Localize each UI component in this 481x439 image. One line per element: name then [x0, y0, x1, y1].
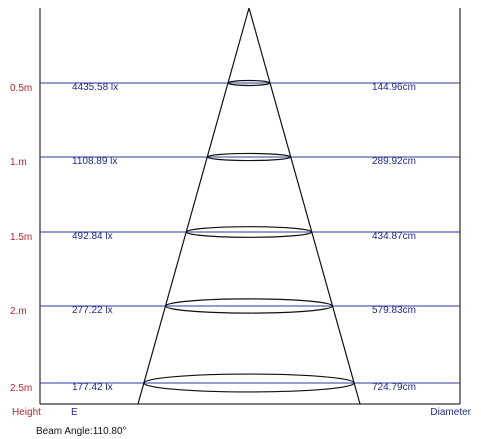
- illuminance-label: 1108.89 lx: [72, 156, 117, 167]
- height-label: 0.5m: [10, 83, 32, 94]
- illuminance-label: 4435.58 lx: [72, 82, 118, 93]
- footer-e-label: E: [71, 407, 78, 418]
- beam-ellipse: [227, 79, 271, 87]
- beam-ellipse: [185, 226, 313, 238]
- cone-layer: [137, 7, 361, 405]
- beam-angle-label: Beam Angle:110.80°: [36, 426, 127, 437]
- illuminance-label: 177.42 lx: [72, 382, 113, 393]
- height-label: 1.5m: [10, 232, 32, 243]
- cone-right-edge: [248, 7, 361, 405]
- labels-layer: 0.5m 4435.58 lx 144.96cm 1.m 1108.89 lx 289.9…: [10, 82, 416, 394]
- footer-height-label: Height: [12, 407, 41, 418]
- frame-layer: [39, 8, 461, 405]
- illuminance-label: 277.22 lx: [72, 305, 113, 316]
- diameter-label: 579.83cm: [372, 305, 416, 316]
- beam-ellipse: [164, 298, 334, 314]
- height-label: 2.5m: [10, 383, 32, 394]
- footer-diameter-label: Diameter: [430, 407, 471, 418]
- beam-ellipse: [206, 152, 292, 162]
- cone-left-edge: [137, 7, 250, 405]
- grid-layer: [40, 82, 460, 384]
- height-label: 1.m: [10, 157, 27, 168]
- footer-layer: Height E Diameter Beam Angle:110.80°: [12, 407, 472, 437]
- diameter-label: 144.96cm: [372, 82, 416, 93]
- diameter-label: 724.79cm: [372, 382, 416, 393]
- diameter-label: 289.92cm: [372, 156, 416, 167]
- illuminance-label: 492.84 lx: [72, 231, 113, 242]
- diameter-label: 434.87cm: [372, 231, 416, 242]
- height-label: 2.m: [10, 306, 27, 317]
- beam-ellipse: [143, 373, 355, 393]
